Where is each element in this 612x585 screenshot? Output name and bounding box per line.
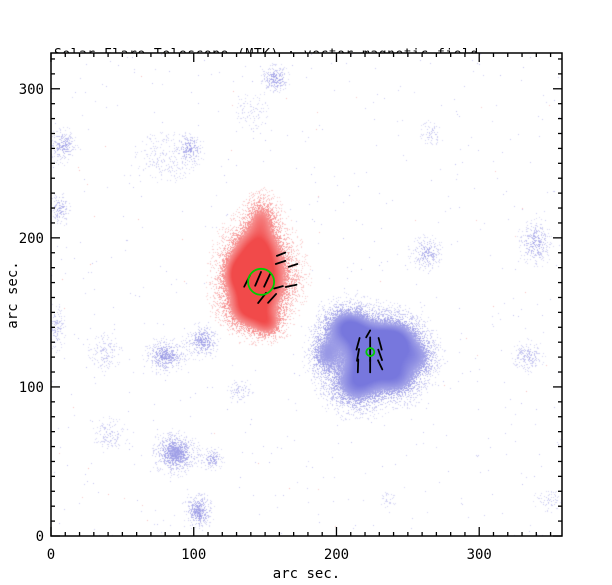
y-tick-label: 200 — [19, 231, 44, 247]
x-tick-label: 0 — [47, 547, 55, 563]
x-axis-label: arc sec. — [272, 566, 341, 582]
y-tick-label: 0 — [36, 529, 44, 545]
x-tick-label: 200 — [324, 547, 349, 563]
x-tick-label: 100 — [181, 547, 206, 563]
x-tick-label: 300 — [467, 547, 492, 563]
y-tick-label: 100 — [19, 380, 44, 396]
magnetogram-field-canvas — [51, 53, 562, 536]
y-axis-label: arc sec. — [5, 261, 21, 329]
y-tick-label: 300 — [19, 82, 44, 98]
